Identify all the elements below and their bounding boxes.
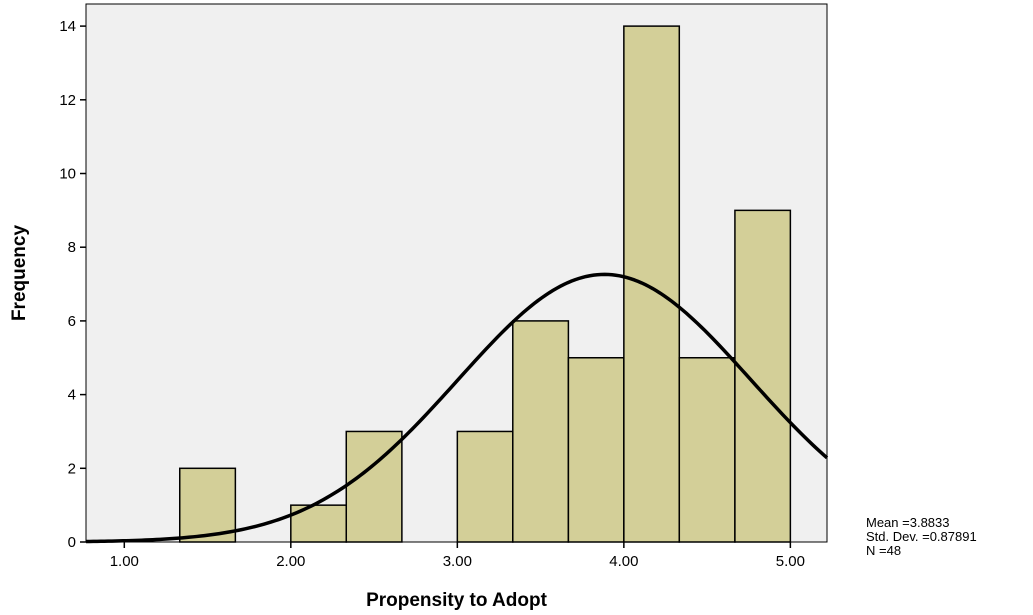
statistics-legend: Mean =3.8833 Std. Dev. =0.87891 N =48 [866, 516, 977, 558]
histogram-bar [512, 320, 570, 543]
y-tick-label: 4 [68, 387, 76, 404]
histogram-bar [456, 430, 514, 543]
x-tick-label: 4.00 [609, 553, 638, 570]
y-tick-label: 2 [68, 460, 76, 477]
y-tick-label: 0 [68, 534, 76, 551]
x-tick-label: 3.00 [443, 553, 472, 570]
histogram-bar [734, 209, 792, 543]
histogram-bar [678, 357, 736, 543]
histogram-bar [623, 25, 681, 543]
x-tick-label: 5.00 [776, 553, 805, 570]
y-tick-label: 10 [59, 166, 76, 183]
histogram-bar [290, 504, 348, 543]
y-tick-label: 14 [59, 18, 76, 35]
n-stat: N =48 [866, 543, 902, 558]
x-tick-label: 1.00 [110, 553, 139, 570]
y-tick-label: 12 [59, 92, 76, 109]
plot-frame [85, 3, 828, 543]
y-axis-title: Frequency [9, 225, 30, 322]
x-axis-title: Propensity to Adopt [366, 590, 548, 611]
y-tick-label: 6 [68, 313, 76, 330]
y-tick-label: 8 [68, 239, 76, 256]
histogram-bar [567, 357, 625, 543]
std-dev-stat: Std. Dev. =0.87891 [866, 529, 977, 544]
normal-curve [85, 272, 829, 544]
x-tick-label: 2.00 [276, 553, 305, 570]
mean-stat: Mean =3.8833 [866, 515, 950, 530]
histogram-bar [178, 467, 237, 543]
